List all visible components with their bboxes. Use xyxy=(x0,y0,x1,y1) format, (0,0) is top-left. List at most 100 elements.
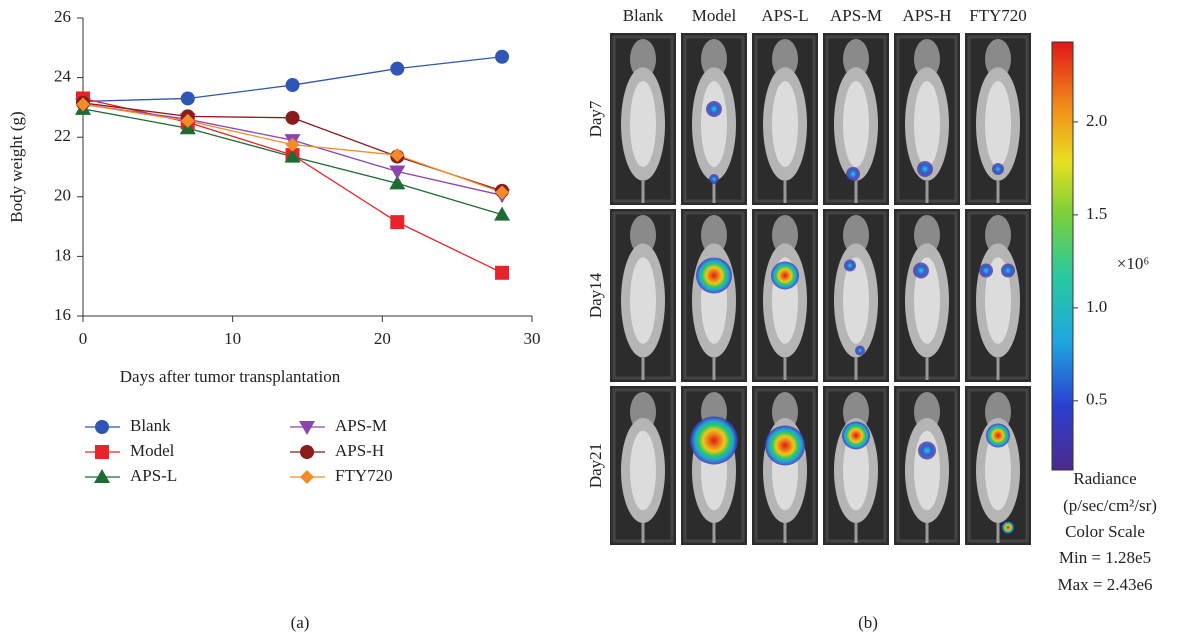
signal-spot xyxy=(846,167,860,181)
colorbar-title: Radiance xyxy=(1073,469,1136,488)
marker xyxy=(284,148,301,163)
mouse-head xyxy=(772,39,798,79)
signal-spot xyxy=(765,425,805,466)
marker xyxy=(390,215,405,230)
mouse-head xyxy=(985,215,1011,255)
signal-spot xyxy=(706,101,722,117)
y-tick-label: 22 xyxy=(54,126,71,145)
marker xyxy=(285,110,300,125)
color-scale-max: Max = 2.43e6 xyxy=(1057,575,1152,594)
signal-spot xyxy=(1002,521,1014,534)
colorbar-tick-label: 2.0 xyxy=(1086,111,1107,130)
legend-label: FTY720 xyxy=(335,466,393,485)
row-label: Day7 xyxy=(586,100,605,137)
mouse-head xyxy=(630,215,656,255)
x-axis-label: Days after tumor transplantation xyxy=(120,367,341,386)
x-tick-label: 10 xyxy=(224,329,241,348)
legend-label: APS-H xyxy=(335,441,384,460)
marker xyxy=(95,445,109,459)
signal-spot xyxy=(771,261,799,290)
marker xyxy=(300,470,314,484)
marker xyxy=(389,165,406,180)
colorbar-unit: (p/sec/cm²/sr) xyxy=(1063,496,1157,515)
signal-spot xyxy=(1001,263,1015,278)
column-label: APS-H xyxy=(902,6,951,25)
color-scale-title: Color Scale xyxy=(1065,522,1145,541)
mouse-head xyxy=(843,215,869,255)
mouse-belly xyxy=(843,430,869,511)
column-label: FTY720 xyxy=(969,6,1027,25)
marker xyxy=(299,421,315,435)
legend-label: Blank xyxy=(130,416,171,435)
x-tick-label: 30 xyxy=(524,329,541,348)
x-tick-label: 20 xyxy=(374,329,391,348)
colorbar-tick-label: 1.0 xyxy=(1086,297,1107,316)
signal-spot xyxy=(918,441,936,460)
mouse-belly xyxy=(985,81,1011,167)
y-tick-label: 16 xyxy=(54,305,71,324)
row-label: Day21 xyxy=(586,443,605,488)
signal-spot xyxy=(917,161,933,177)
mouse-belly xyxy=(630,257,656,344)
signal-spot xyxy=(690,416,738,465)
marker xyxy=(94,469,110,483)
mouse-head xyxy=(914,215,940,255)
colorbar-multiplier: ×10⁶ xyxy=(1117,254,1150,273)
mouse-belly xyxy=(914,257,940,344)
mouse-belly xyxy=(630,81,656,167)
marker xyxy=(285,78,300,93)
color-scale-min: Min = 1.28e5 xyxy=(1059,548,1151,567)
marker xyxy=(180,113,195,128)
marker xyxy=(390,61,405,76)
y-tick-label: 20 xyxy=(54,186,71,205)
mouse-head xyxy=(772,215,798,255)
colorbar-tick-label: 1.5 xyxy=(1086,204,1107,223)
panel-label: (a) xyxy=(291,613,310,632)
mouse-head xyxy=(701,39,727,79)
marker xyxy=(180,91,195,106)
colorbar-tick-label: 0.5 xyxy=(1086,390,1107,409)
signal-spot xyxy=(992,163,1004,175)
marker xyxy=(76,97,90,112)
marker xyxy=(495,265,510,280)
colorbar xyxy=(1051,41,1074,471)
legend-label: APS-L xyxy=(130,466,177,485)
mouse-head xyxy=(914,39,940,79)
marker xyxy=(495,185,510,200)
marker xyxy=(494,206,511,221)
row-label: Day14 xyxy=(586,272,605,318)
signal-spot xyxy=(913,262,929,279)
column-label: APS-M xyxy=(830,6,882,25)
legend-label: Model xyxy=(130,441,175,460)
x-tick-label: 0 xyxy=(79,329,88,348)
panel-label: (b) xyxy=(858,613,878,632)
marker xyxy=(285,137,300,152)
mouse-belly xyxy=(772,81,798,167)
marker xyxy=(390,148,405,163)
mouse-head xyxy=(630,39,656,79)
marker xyxy=(300,445,314,459)
mouse-belly xyxy=(843,81,869,167)
signal-spot xyxy=(979,263,993,278)
column-label: Blank xyxy=(623,6,664,25)
panel-a: Days after tumor transplantation Body we… xyxy=(7,7,541,632)
signal-spot xyxy=(696,257,732,294)
y-tick-label: 18 xyxy=(54,245,71,264)
mouse-belly xyxy=(985,257,1011,344)
mouse-head xyxy=(843,39,869,79)
mouse-belly xyxy=(985,430,1011,511)
signal-spot xyxy=(986,423,1010,448)
panel-b: (b) ×10⁶ Radiance (p/sec/cm²/sr) Color S… xyxy=(586,6,1157,632)
legend-label: APS-M xyxy=(335,416,387,435)
mouse-belly xyxy=(630,430,656,511)
mouse-head xyxy=(701,215,727,255)
column-label: Model xyxy=(692,6,737,25)
signal-spot xyxy=(709,174,719,184)
mouse-belly xyxy=(914,81,940,167)
mouse-belly xyxy=(701,81,727,167)
marker xyxy=(495,49,510,64)
y-tick-label: 26 xyxy=(54,7,71,26)
marker xyxy=(95,420,109,434)
marker xyxy=(389,175,406,190)
